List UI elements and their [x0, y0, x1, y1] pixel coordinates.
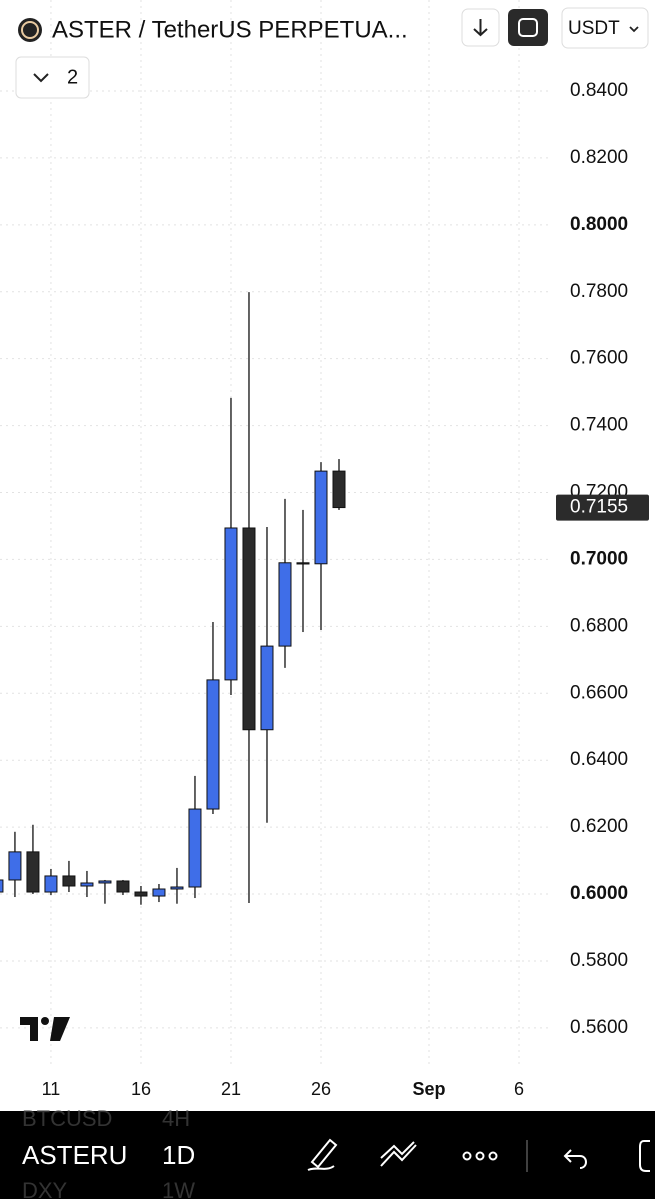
ghost-symbol: BTCUSD	[22, 1106, 112, 1131]
y-tick-label: 0.5600	[570, 1017, 628, 1038]
currency-selector[interactable]	[561, 7, 649, 49]
tv-logo	[20, 1017, 70, 1041]
header: ASTER / TetherUS PERPETUA... USDT 2	[15, 7, 649, 99]
symbol-title[interactable]: ASTER / TetherUS PERPETUA...	[52, 16, 408, 43]
x-tick-label: 6	[514, 1079, 524, 1099]
y-tick-label: 0.6400	[570, 749, 628, 770]
candle-body	[242, 527, 256, 731]
chevron	[629, 26, 639, 33]
indicators-toggle[interactable]	[15, 56, 90, 99]
symbol-button[interactable]: ASTERU	[22, 1140, 127, 1170]
last-price-label: 0.7155	[570, 497, 628, 518]
x-tick-label: Sep	[413, 1079, 446, 1099]
y-tick-label: 0.6200	[570, 816, 628, 837]
currency-label: USDT	[568, 18, 620, 39]
fullscreen-icon	[518, 18, 538, 37]
draw-tool[interactable]	[307, 1138, 338, 1171]
candle-body	[44, 875, 58, 893]
ghost-interval: 4H	[162, 1106, 190, 1131]
line-tool[interactable]	[380, 1141, 417, 1167]
symbol-logo-ring	[21, 21, 39, 39]
y-tick-label: 0.7600	[570, 348, 628, 369]
plot	[0, 292, 346, 905]
download-icon	[473, 19, 488, 37]
candle-body	[188, 808, 202, 888]
y-tick-label: 0.8200	[570, 147, 628, 168]
candle-body	[116, 880, 130, 893]
x-tick-label: 16	[131, 1079, 151, 1099]
axes: 0.5600 0.5800 0.6000 0.6200 0.6400 0.6600 0.68…	[42, 80, 649, 1099]
x-tick-label: 21	[221, 1079, 241, 1099]
y-tick-label: 0.6800	[570, 615, 628, 636]
candle-body	[0, 879, 4, 893]
more-button[interactable]	[462, 1151, 498, 1161]
bottom-toolbar: BTCUSD 4H DXY 1W ASTERU 1D	[0, 1106, 655, 1199]
y-tick-label: 0.6000	[570, 883, 628, 904]
ghost-symbol: DXY	[22, 1178, 68, 1199]
candle-body	[206, 679, 220, 810]
candle-body	[170, 886, 184, 890]
candle-body	[260, 645, 274, 731]
y-tick-label: 0.5800	[570, 950, 628, 971]
x-tick-label: 26	[311, 1079, 331, 1099]
candle-body	[26, 851, 40, 893]
candle-body	[80, 882, 94, 887]
undo-button[interactable]	[563, 1149, 587, 1169]
indicator-count: 2	[67, 66, 78, 88]
y-tick-label: 0.7800	[570, 281, 628, 302]
candle-body	[134, 891, 148, 897]
y-tick-label: 0.7400	[570, 415, 628, 436]
candle-body	[314, 470, 328, 565]
candle-body	[224, 527, 238, 681]
candle-body	[8, 851, 22, 881]
candle-body	[332, 470, 346, 509]
chevron	[33, 73, 49, 83]
y-tick-label: 0.7000	[570, 548, 628, 569]
candle-body	[62, 875, 76, 887]
fullscreen-button[interactable]	[508, 9, 548, 46]
candle-body	[152, 888, 166, 897]
fullscreen-toggle[interactable]	[639, 1140, 650, 1172]
candle-body	[296, 562, 310, 565]
candle-body	[278, 562, 292, 647]
candle-body	[98, 880, 112, 884]
x-tick-label: 11	[42, 1079, 61, 1099]
interval-button[interactable]: 1D	[162, 1140, 195, 1170]
ghost-interval: 1W	[162, 1178, 195, 1199]
y-tick-label: 0.8400	[570, 80, 628, 101]
last-price-box	[556, 494, 649, 521]
y-tick-label: 0.8000	[570, 214, 628, 235]
y-tick-label: 0.6600	[570, 682, 628, 703]
grid	[0, 0, 550, 1065]
